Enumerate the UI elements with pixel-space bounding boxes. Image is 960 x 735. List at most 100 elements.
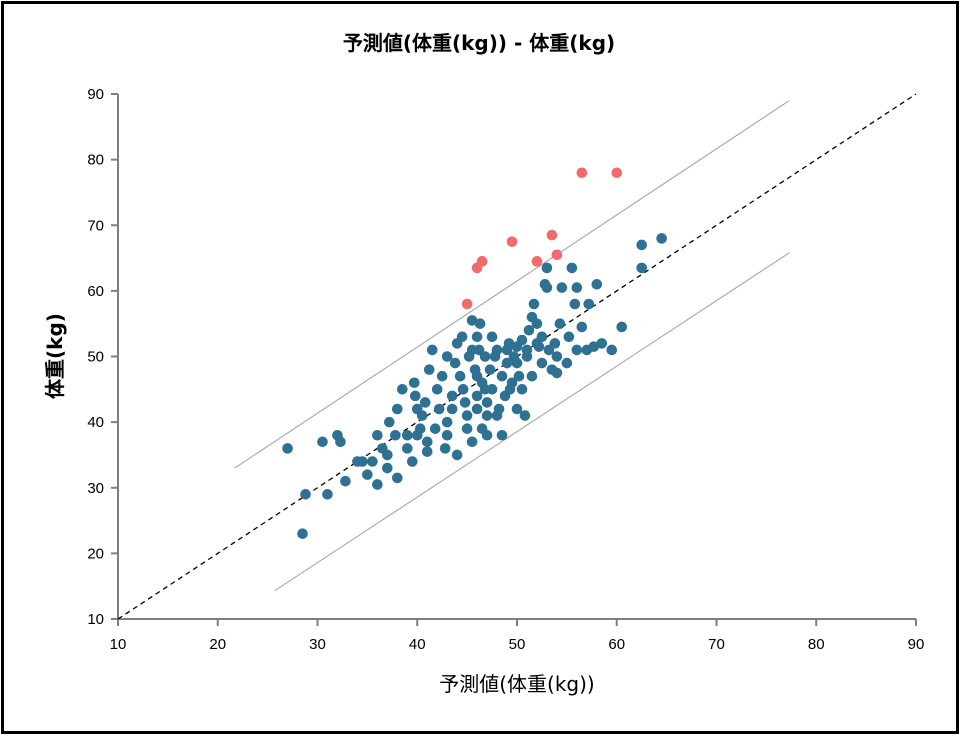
inlier-point [576, 321, 588, 333]
inlier-point [456, 331, 468, 343]
inlier-point [471, 331, 483, 343]
x-tick-label: 70 [708, 636, 725, 653]
inlier-point [563, 331, 575, 343]
inlier-point [441, 429, 453, 441]
inlier-point [474, 318, 486, 329]
y-tick-label: 20 [87, 545, 104, 562]
inlier-point [372, 479, 383, 490]
inlier-point [481, 397, 493, 408]
inlier-point [396, 384, 408, 395]
inlier-point [421, 436, 433, 448]
inlier-point [441, 416, 453, 428]
outlier-point [611, 167, 623, 179]
x-tick-label: 10 [110, 636, 127, 653]
inlier-point [451, 449, 463, 461]
outlier-point [506, 236, 518, 247]
inlier-point [406, 456, 418, 467]
inlier-point [423, 364, 435, 375]
inlier-point [566, 262, 578, 274]
inlier-point [392, 472, 403, 484]
inlier-point [571, 282, 583, 293]
inlier-point [503, 338, 515, 349]
x-tick-label: 20 [209, 636, 226, 653]
inlier-point [429, 423, 441, 434]
inlier-point [481, 410, 493, 421]
x-tick-label: 80 [808, 636, 825, 653]
inlier-point [297, 528, 308, 539]
inlier-point [616, 321, 628, 333]
x-tick-label: 30 [309, 636, 326, 653]
inlier-point [357, 456, 368, 467]
inlier-point [521, 351, 533, 362]
inlier-point [556, 282, 568, 293]
inlier-point [449, 357, 461, 369]
inlier-point [471, 390, 483, 402]
inlier-point [317, 436, 328, 448]
inlier-point [528, 298, 540, 310]
inlier-point [526, 370, 538, 382]
y-tick-label: 10 [87, 611, 104, 628]
y-tick-label: 60 [87, 283, 104, 300]
inlier-point [409, 390, 421, 402]
inlier-point [511, 357, 523, 369]
inlier-point [416, 410, 428, 421]
inlier-point [382, 449, 393, 461]
inlier-point [554, 318, 566, 329]
inlier-point [519, 410, 531, 421]
inlier-point [531, 318, 543, 329]
inlier-point [408, 377, 420, 389]
inlier-point [506, 377, 518, 389]
inlier-point [282, 443, 293, 454]
axes: 10 20 30 40 50 60 70 80 90 10 20 30 40 50 60 70 80 90 [87, 86, 924, 653]
inlier-point [340, 475, 351, 487]
outlier-point [531, 256, 543, 267]
outlier-point [546, 229, 558, 241]
inlier-point [392, 403, 403, 415]
x-tick-label: 50 [509, 636, 526, 653]
inlier-point [588, 341, 600, 352]
inlier-point [436, 370, 448, 382]
inlier-point [516, 384, 528, 395]
inlier-point [384, 416, 395, 428]
inlier-point [533, 341, 545, 352]
inlier-point [486, 384, 498, 395]
inlier-point [606, 344, 618, 356]
inlier-point [433, 403, 445, 415]
inlier-point [591, 279, 603, 290]
outlier-point [576, 167, 588, 179]
inlier-point [516, 334, 528, 346]
outlier-point [476, 256, 488, 267]
inlier-point [536, 331, 548, 343]
inlier-point [493, 403, 505, 415]
inlier-point [541, 262, 553, 274]
inlier-point [491, 344, 503, 356]
inlier-point [419, 397, 431, 408]
inlier-point [461, 423, 473, 434]
y-axis-label: 体重(kg) [43, 313, 67, 399]
inlier-point [362, 469, 373, 480]
inlier-point [484, 364, 496, 375]
inlier-point [446, 403, 458, 415]
inlier-point [523, 324, 535, 336]
inlier-point [596, 338, 608, 349]
y-tick-label: 90 [87, 86, 104, 103]
inlier-point [454, 370, 466, 382]
inlier-point [372, 429, 383, 441]
inlier-point [426, 344, 438, 356]
inlier-point [466, 436, 478, 448]
inlier-point [382, 462, 393, 474]
inlier-point [549, 338, 561, 349]
inlier-point [446, 390, 458, 402]
inlier-point [551, 367, 563, 379]
upper-reference-line [234, 100, 790, 469]
inlier-point [511, 403, 523, 415]
inlier-point [541, 282, 553, 293]
y-tick-label: 50 [87, 349, 104, 366]
inlier-point [300, 489, 311, 500]
inlier-point [636, 262, 647, 274]
inlier-point [496, 429, 508, 441]
inlier-point [636, 239, 647, 251]
inlier-point [551, 351, 563, 362]
inlier-point [569, 298, 581, 310]
inlier-point [390, 429, 401, 441]
